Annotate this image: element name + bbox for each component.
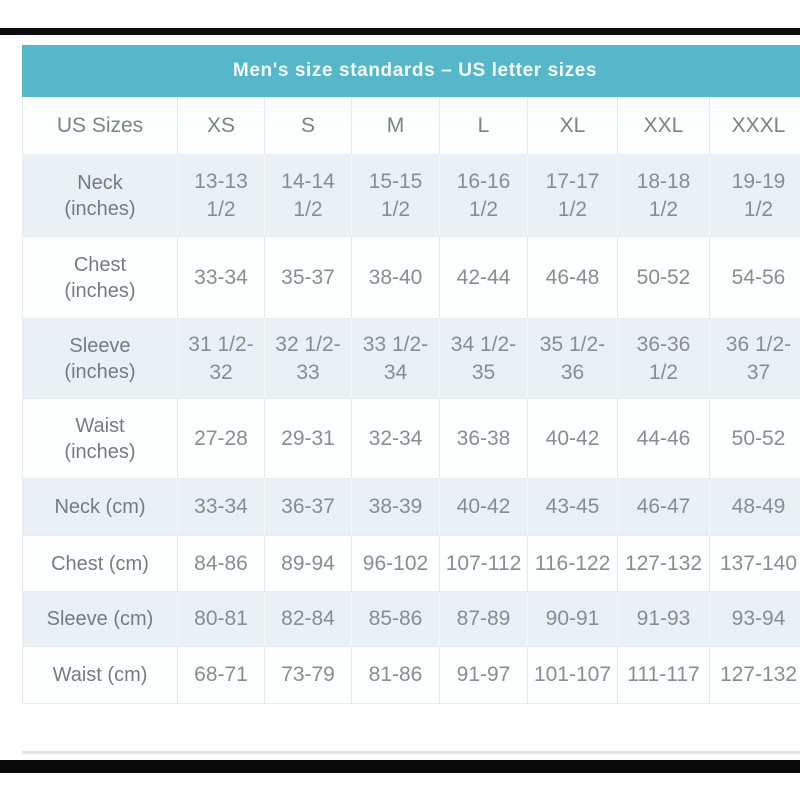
table-cell: 44-46 (618, 399, 710, 479)
table-cell: 27-28 (178, 399, 265, 479)
table-cell: 46-47 (618, 479, 710, 536)
column-header-us-sizes: US Sizes (22, 97, 178, 155)
table-cell: 73-79 (265, 647, 352, 704)
table-cell: 50-52 (618, 237, 710, 319)
table-cell: 38-39 (352, 479, 440, 536)
table-cell: 17-17 1/2 (528, 155, 618, 237)
column-header-l: L (440, 97, 528, 155)
table-cell: 15-15 1/2 (352, 155, 440, 237)
table-header-band: Men's size standards – US letter sizes (22, 45, 800, 97)
table-cell: 36-36 1/2 (618, 319, 710, 399)
table-cell: 35-37 (265, 237, 352, 319)
table-cell: 33 1/2- 34 (352, 319, 440, 399)
table-cell: 127-132 (618, 536, 710, 592)
table-cell: 89-94 (265, 536, 352, 592)
table-cell: 87-89 (440, 592, 528, 647)
table-cell: 68-71 (178, 647, 265, 704)
table-cell: 111-117 (618, 647, 710, 704)
table-cell: 38-40 (352, 237, 440, 319)
table-cell: 36-38 (440, 399, 528, 479)
row-label: Chest (cm) (22, 536, 178, 592)
table-cell: 33-34 (178, 479, 265, 536)
table-cell: 14-14 1/2 (265, 155, 352, 237)
table-cell: 107-112 (440, 536, 528, 592)
table-cell: 84-86 (178, 536, 265, 592)
row-label: Sleeve (inches) (22, 319, 178, 399)
top-frame-bar (0, 28, 800, 35)
table-cell: 81-86 (352, 647, 440, 704)
table-cell: 85-86 (352, 592, 440, 647)
row-label: Neck (cm) (22, 479, 178, 536)
table-cell: 82-84 (265, 592, 352, 647)
table-cell: 31 1/2- 32 (178, 319, 265, 399)
column-header-xxl: XXL (618, 97, 710, 155)
table-cell: 42-44 (440, 237, 528, 319)
table-cell: 127-132 (710, 647, 800, 704)
table-cell: 35 1/2- 36 (528, 319, 618, 399)
table-cell: 19-19 1/2 (710, 155, 800, 237)
table-cell: 96-102 (352, 536, 440, 592)
size-table-grid: US Sizes XS S M L XL XXL XXXL Neck (inches) 13-13… (22, 97, 800, 704)
table-cell: 93-94 (710, 592, 800, 647)
row-label: Sleeve (cm) (22, 592, 178, 647)
table-cell: 137-140 (710, 536, 800, 592)
table-cell: 13-13 1/2 (178, 155, 265, 237)
table-cell: 80-81 (178, 592, 265, 647)
column-header-s: S (265, 97, 352, 155)
row-label: Waist (inches) (22, 399, 178, 479)
row-label: Chest (inches) (22, 237, 178, 319)
row-label: Neck (inches) (22, 155, 178, 237)
table-cell: 29-31 (265, 399, 352, 479)
table-cell: 33-34 (178, 237, 265, 319)
table-cell: 91-97 (440, 647, 528, 704)
table-cell: 34 1/2- 35 (440, 319, 528, 399)
table-cell: 36-37 (265, 479, 352, 536)
table-cell: 16-16 1/2 (440, 155, 528, 237)
table-cell: 32 1/2- 33 (265, 319, 352, 399)
table-cell: 50-52 (710, 399, 800, 479)
table-cell: 46-48 (528, 237, 618, 319)
bottom-divider-line (22, 751, 800, 754)
bottom-frame-bar (0, 760, 800, 773)
table-cell: 43-45 (528, 479, 618, 536)
column-header-m: M (352, 97, 440, 155)
column-header-xxxl: XXXL (710, 97, 800, 155)
column-header-xs: XS (178, 97, 265, 155)
table-title: Men's size standards – US letter sizes (232, 60, 598, 81)
mens-size-chart: Men's size standards – US letter sizes U… (22, 45, 800, 704)
table-cell: 48-49 (710, 479, 800, 536)
row-label: Waist (cm) (22, 647, 178, 704)
table-cell: 101-107 (528, 647, 618, 704)
table-cell: 54-56 (710, 237, 800, 319)
column-header-xl: XL (528, 97, 618, 155)
table-cell: 40-42 (528, 399, 618, 479)
table-cell: 40-42 (440, 479, 528, 536)
table-cell: 18-18 1/2 (618, 155, 710, 237)
table-cell: 90-91 (528, 592, 618, 647)
table-cell: 32-34 (352, 399, 440, 479)
table-cell: 116-122 (528, 536, 618, 592)
table-cell: 91-93 (618, 592, 710, 647)
table-cell: 36 1/2- 37 (710, 319, 800, 399)
